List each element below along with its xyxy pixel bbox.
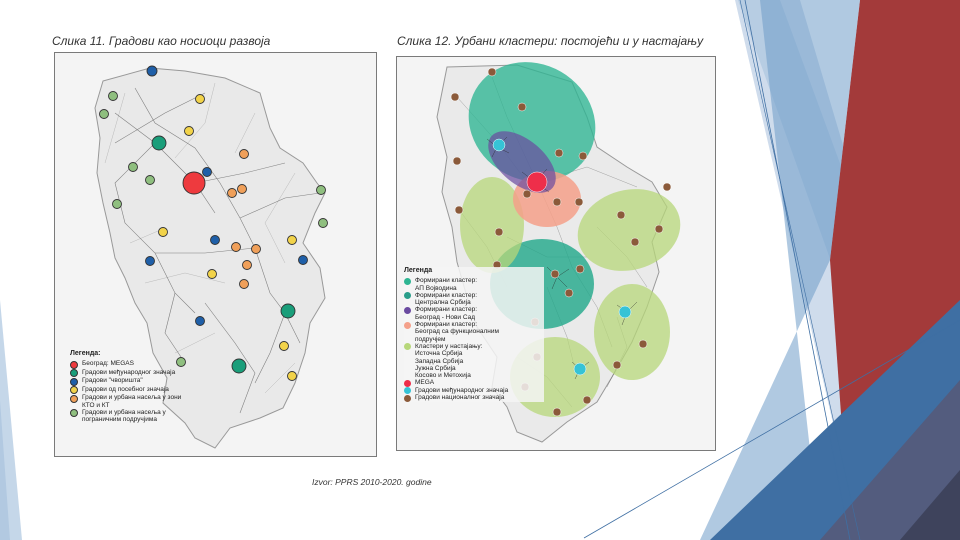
left-legend-item: Градови "чворишта" <box>70 377 190 386</box>
left-legend-item: Градови од посебног значаја <box>70 386 190 395</box>
special-city-marker-icon <box>70 386 78 395</box>
right-legend-item: Формирани кластер: Централна Србија <box>404 292 544 307</box>
right-legend-item: MEGA <box>404 379 544 387</box>
cluster-vojvodina-icon <box>404 277 411 285</box>
corridor-city-marker-icon <box>70 394 78 403</box>
cluster-central-serbia-icon <box>404 292 411 300</box>
right-legend-item: Градови националног значаја <box>404 394 544 402</box>
emerging-clusters-icon <box>404 343 411 351</box>
right-legend-item: Формирани кластер: Београд са функционалн… <box>404 321 544 343</box>
left-legend-title: Легенда: <box>70 350 101 357</box>
right-legend-item: Формирани кластер: АП Војводина <box>404 277 544 292</box>
mega-marker-icon <box>404 379 411 387</box>
left-legend-item: Београд: MEGAS <box>70 360 190 369</box>
megas-marker-icon <box>70 360 78 369</box>
left-legend-item: Градови међународног значаја <box>70 369 190 378</box>
source-note: Izvor: PPRS 2010-2020. godine <box>312 477 432 487</box>
right-legend: Легенда Формирани кластер: АП Војводина Ф… <box>404 267 544 402</box>
right-legend-item: Кластери у настајању: Источна Србија Запад… <box>404 343 544 379</box>
international-city-marker-icon <box>404 387 411 395</box>
left-legend-item: Градови и урбана насеља у пограничним по… <box>70 409 190 424</box>
border-city-marker-icon <box>70 409 78 418</box>
serbia-cities-map <box>94 65 328 449</box>
left-figure-caption: Слика 11. Градови као носиоци развоја <box>52 34 271 48</box>
right-legend-title: Легенда <box>404 267 433 274</box>
national-city-marker-icon <box>404 394 411 402</box>
left-legend: Легенда: Београд: MEGAS Градови међунаро… <box>70 350 190 423</box>
right-figure-caption: Слика 12. Урбани кластери: постојећи и у… <box>397 34 704 48</box>
cluster-belgrade-functional-icon <box>404 321 411 329</box>
hub-city-marker-icon <box>70 377 78 386</box>
international-city-marker-icon <box>70 369 78 378</box>
right-legend-item: Формирани кластер: Београд - Нови Сад <box>404 306 544 321</box>
cluster-belgrade-novi-sad-icon <box>404 306 411 314</box>
left-legend-item: Градови и урбана насеља у зони КТО и КТ <box>70 394 190 409</box>
left-map <box>54 52 377 457</box>
right-legend-item: Градови међународног значаја <box>404 387 544 395</box>
